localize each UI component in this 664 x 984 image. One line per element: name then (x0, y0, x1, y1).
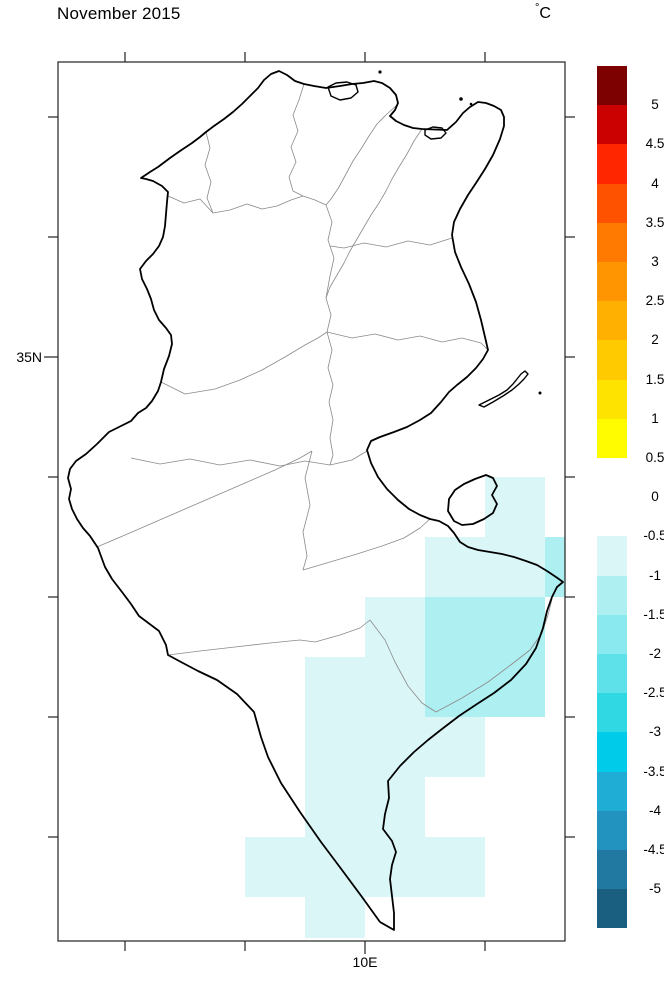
anomaly-cell (365, 597, 425, 657)
bizerte-lake (327, 81, 359, 101)
anomaly-cell (305, 657, 365, 717)
colorbar-tick-label: -4 (648, 802, 661, 818)
anomaly-cell (545, 537, 565, 597)
islet-zembretta (469, 102, 473, 106)
colorbar-tick-label: 1.5 (645, 371, 664, 387)
anomaly-cell (485, 657, 545, 717)
colorbar-segment (597, 144, 627, 184)
colorbar-tick-label: 2.5 (645, 293, 664, 309)
colorbar-tick-label: -3.5 (643, 763, 664, 779)
tunisia-outline (67, 70, 564, 931)
anomaly-cell (425, 597, 485, 657)
colorbar-segment (597, 222, 627, 262)
colorbar-tick-label: 2 (651, 332, 659, 348)
colorbar-tick-label: 0.5 (645, 450, 664, 465)
colorbar-segment (597, 810, 627, 850)
anomaly-cell (425, 837, 485, 897)
colorbar-segment (597, 301, 627, 341)
colorbar-tick-label: -2.5 (643, 685, 664, 701)
anomaly-cell (245, 837, 305, 897)
celsius-letter: C (539, 5, 551, 22)
anomaly-cell (305, 897, 365, 938)
colorbar-tick-label: -3 (648, 724, 661, 740)
islet-kuriat (538, 391, 542, 395)
colorbar-segment (597, 379, 627, 419)
anomaly-cell (425, 717, 485, 777)
colorbar-tick-label: 3.5 (645, 214, 664, 230)
colorbar-tick-label: -4.5 (643, 842, 664, 857)
anomaly-cell (305, 777, 365, 837)
colorbar-segment (597, 418, 627, 458)
colorbar-segment (597, 183, 627, 223)
figure-title: November 2015 (57, 4, 181, 23)
colorbar-segment (597, 66, 627, 106)
anomaly-cell (305, 717, 365, 777)
colorbar-tick-label: -1.5 (643, 606, 664, 622)
djerba-island (447, 474, 498, 526)
governorate-borders (96, 83, 553, 713)
anomaly-cell (365, 837, 425, 897)
colorbar-segment (597, 693, 627, 733)
map-frame-border (57, 61, 566, 942)
colorbar-tick-label: 4 (651, 175, 659, 191)
anomaly-cell (485, 477, 545, 537)
islet-galite (378, 70, 382, 74)
colorbar-segment (597, 732, 627, 772)
tunis-lagoon (424, 126, 447, 140)
colorbar-segment (597, 575, 627, 615)
colorbar-segment (597, 536, 627, 576)
colorbar-tick-label: 4.5 (645, 136, 664, 152)
colorbar-segment (597, 614, 627, 654)
anomaly-cell (365, 777, 425, 837)
country-border (67, 70, 564, 931)
anomaly-cell (425, 537, 485, 597)
islets (378, 70, 542, 395)
kerkennah-islands (478, 370, 529, 408)
colorbar-tick-label: 0 (651, 489, 659, 505)
colorbar-segment (597, 850, 627, 890)
colorbar-tick-label: -5 (648, 881, 661, 897)
anomaly-cell (425, 657, 485, 717)
colorbar-tick-label: 5 (651, 97, 659, 113)
colorbar-tick-label: -2 (648, 646, 661, 661)
colorbar-tick-label: -0.5 (643, 528, 664, 544)
degree-sign: ° (535, 2, 540, 14)
anomaly-cell (485, 537, 545, 597)
colorbar-segment (597, 105, 627, 145)
anomaly-cells-layer (245, 477, 565, 938)
islet-zembra (459, 97, 463, 101)
anomaly-cell (365, 717, 425, 777)
colorbar-segment (597, 889, 627, 929)
colorbar-tick-label: 3 (651, 254, 659, 269)
lat-tick-label: 35N (16, 349, 42, 365)
colorbar-unit-label: °C (535, 2, 551, 23)
colorbar-segment (597, 340, 627, 380)
anomaly-cell (365, 657, 425, 717)
lon-tick-label: 10E (352, 954, 378, 970)
anomaly-cell (485, 597, 545, 657)
colorbar-tick-label: -1 (648, 567, 661, 583)
colorbar-segment (597, 262, 627, 302)
colorbar-tick-label: 1 (651, 410, 659, 426)
colorbar-segment (597, 771, 627, 811)
colorbar-segment (597, 654, 627, 694)
map-frame (44, 52, 575, 954)
